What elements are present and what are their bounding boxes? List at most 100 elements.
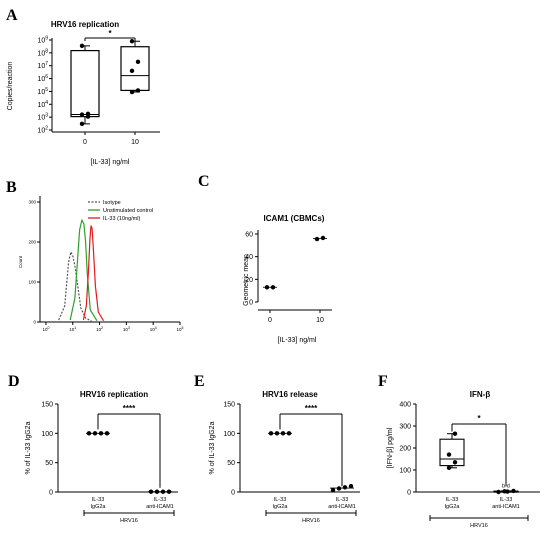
a-y-tick-label: 108 — [37, 48, 48, 57]
f-y-tick-label: 400 — [399, 402, 411, 409]
e-y-tick-label: 100 — [223, 431, 235, 438]
d-group-label: HRV16 — [120, 518, 138, 524]
d-x-label-line2: IgG2a — [91, 504, 107, 510]
b-y-axis-label: Count — [18, 255, 23, 268]
f-data-point — [496, 489, 501, 495]
b-y-tick-label: 200 — [28, 240, 36, 245]
b-x-tick-label: 103 — [123, 326, 130, 332]
e-data-point — [280, 431, 286, 436]
f-y-tick-label: 300 — [399, 424, 411, 431]
e-data-point — [342, 485, 348, 490]
a-data-point — [135, 88, 141, 93]
d-x-label-line1: IL-33 — [154, 497, 167, 503]
b-series-line — [82, 225, 105, 322]
e-data-point — [336, 486, 342, 491]
chart-e-title: HRV16 release — [262, 390, 318, 399]
panel-label-e: E — [194, 373, 205, 390]
c-data-point — [314, 236, 320, 242]
e-data-point — [330, 488, 336, 493]
b-y-tick-label: 0 — [33, 320, 36, 325]
e-x-label-line1: IL-33 — [274, 497, 287, 503]
d-x-label-line2: anti-ICAM1 — [146, 504, 174, 510]
chart-c-ylabel: Geometric mean — [243, 254, 250, 306]
f-annotation: b d — [502, 484, 510, 490]
d-y-tick-label: 50 — [45, 460, 53, 467]
a-y-tick-label: 105 — [37, 87, 48, 96]
f-data-point — [452, 460, 458, 465]
a-data-point — [135, 59, 141, 65]
e-y-tick-label: 50 — [227, 460, 235, 467]
e-data-point — [268, 431, 274, 436]
panel-label-f: F — [378, 373, 388, 390]
c-y-tick-label: 0 — [249, 300, 253, 307]
d-data-point — [98, 431, 104, 436]
e-y-tick-label: 150 — [223, 402, 235, 409]
panel-label-a: A — [6, 7, 18, 24]
f-x-label-line1: IL-33 — [500, 497, 513, 503]
a-x-tick-label: 0 — [83, 139, 87, 146]
legend-il33-label: IL-33 (10ng/ml) — [103, 216, 140, 222]
c-y-tick-label: 40 — [245, 254, 253, 261]
b-x-tick-label: 104 — [150, 326, 157, 332]
d-sig-label: **** — [123, 404, 136, 413]
panel-label-b: B — [6, 179, 17, 196]
f-data-point — [452, 431, 458, 436]
a-y-tick-label: 103 — [37, 113, 48, 122]
f-x-label-line2: IgG2a — [445, 504, 461, 510]
b-series-line — [69, 219, 98, 322]
a-box — [70, 49, 100, 118]
d-x-label-line1: IL-33 — [92, 497, 105, 503]
chart-e-ylabel: % of IL-33 IgG2a — [209, 421, 216, 474]
chart-c-xlabel: [IL-33] ng/ml — [278, 337, 317, 344]
e-group-label: HRV16 — [302, 518, 320, 524]
chart-a-title: HRV16 replication — [51, 20, 119, 29]
a-data-point — [79, 112, 85, 117]
d-data-point — [160, 489, 166, 494]
e-data-point — [274, 431, 280, 436]
b-y-tick-label: 100 — [28, 280, 36, 285]
chart-a-xlabel: [IL-33] ng/ml — [91, 159, 130, 166]
f-y-tick-label: 0 — [407, 490, 411, 497]
chart-c-title: ICAM1 (CBMCs) — [264, 214, 325, 223]
e-data-point — [348, 483, 354, 489]
c-data-point — [264, 285, 270, 290]
f-data-point — [446, 465, 452, 470]
chart-f-title: IFN-β — [470, 390, 491, 399]
chart-d-ylabel: % of IL-33 IgG2a — [25, 421, 32, 474]
chart-f-ylabel: [IFN-β] pg/ml — [387, 427, 394, 468]
d-data-point — [148, 489, 154, 494]
a-data-point — [79, 43, 85, 49]
e-x-label-line2: anti-ICAM1 — [328, 504, 356, 510]
c-data-point — [320, 235, 326, 241]
f-data-point — [502, 489, 507, 494]
d-data-point — [166, 489, 172, 494]
legend-isotype-label: Isotype — [103, 200, 121, 206]
f-y-tick-label: 200 — [399, 446, 411, 453]
e-sig-label: **** — [305, 404, 318, 413]
b-x-tick-label: 100 — [42, 326, 49, 332]
a-data-point — [129, 39, 135, 44]
d-data-point — [154, 489, 160, 494]
e-x-label-line2: IgG2a — [273, 504, 289, 510]
b-x-tick-label: 105 — [177, 326, 184, 332]
a-data-point — [129, 89, 135, 95]
a-y-tick-label: 106 — [37, 74, 48, 83]
e-x-label-line1: IL-33 — [336, 497, 349, 503]
f-sig-label: * — [477, 414, 481, 423]
c-x-tick-label: 10 — [316, 317, 324, 324]
a-data-point — [85, 111, 91, 117]
a-y-tick-label: 104 — [37, 100, 48, 109]
c-data-point — [270, 285, 276, 290]
f-y-tick-label: 100 — [399, 468, 411, 475]
f-x-label-line1: IL-33 — [446, 497, 459, 503]
a-sig-label: * — [108, 29, 112, 38]
a-x-tick-label: 10 — [131, 139, 139, 146]
b-y-tick-label: 300 — [28, 200, 36, 205]
c-x-tick-label: 0 — [268, 317, 272, 324]
a-data-point — [79, 121, 85, 127]
chart-d-title: HRV16 replication — [80, 390, 148, 399]
d-data-point — [104, 431, 110, 436]
d-y-tick-label: 150 — [41, 402, 53, 409]
